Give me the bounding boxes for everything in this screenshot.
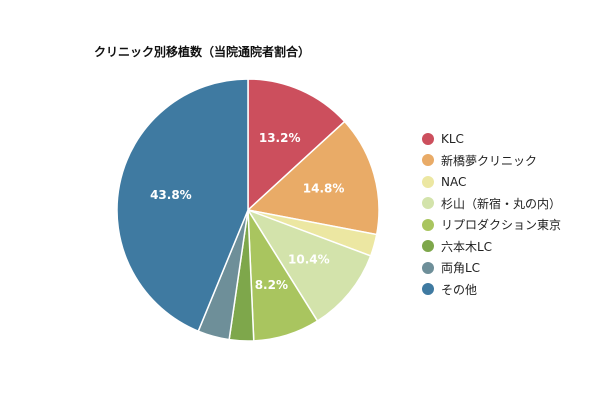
legend-label: KLC [441, 131, 464, 146]
pie-slice [247, 78, 346, 212]
legend-swatch [422, 197, 434, 210]
legend-item: リプロダクション東京 [422, 214, 561, 236]
pie-slice [116, 78, 249, 333]
legend-item: その他 [422, 279, 561, 301]
legend-label: NAC [441, 174, 467, 189]
legend-swatch [422, 154, 434, 167]
slice-value-label: 43.8% [150, 188, 192, 202]
pie-slice [246, 208, 372, 323]
legend-label: 六本木LC [441, 239, 493, 254]
pie-slice [246, 120, 380, 236]
legend: KLC 新橋夢クリニック NAC 杉山（新宿・丸の内） リプロダクション東京 六本木LC 両… [422, 128, 561, 300]
legend-swatch [422, 132, 434, 145]
legend-swatch [422, 240, 434, 253]
legend-swatch [422, 218, 434, 231]
legend-swatch [422, 283, 434, 296]
slice-value-label: 13.2% [259, 131, 301, 145]
legend-label: その他 [441, 282, 478, 297]
legend-item: KLC [422, 128, 561, 150]
legend-swatch [422, 175, 434, 188]
legend-item: 両角LC [422, 257, 561, 279]
legend-swatch [422, 261, 434, 274]
legend-label: 新橋夢クリニック [441, 153, 538, 168]
legend-item: 杉山（新宿・丸の内） [422, 193, 561, 215]
slice-value-label: 8.2% [255, 278, 288, 292]
legend-label: リプロダクション東京 [441, 218, 562, 233]
chart-title: クリニック別移植数（当院通院者割合） [94, 45, 311, 59]
slice-value-label: 14.8% [303, 182, 345, 196]
legend-item: NAC [422, 171, 561, 193]
legend-item: 六本木LC [422, 236, 561, 258]
slice-value-label: 10.4% [288, 253, 330, 267]
legend-item: 新橋夢クリニック [422, 150, 561, 172]
legend-label: 両角LC [441, 261, 481, 276]
legend-label: 杉山（新宿・丸の内） [441, 196, 562, 211]
